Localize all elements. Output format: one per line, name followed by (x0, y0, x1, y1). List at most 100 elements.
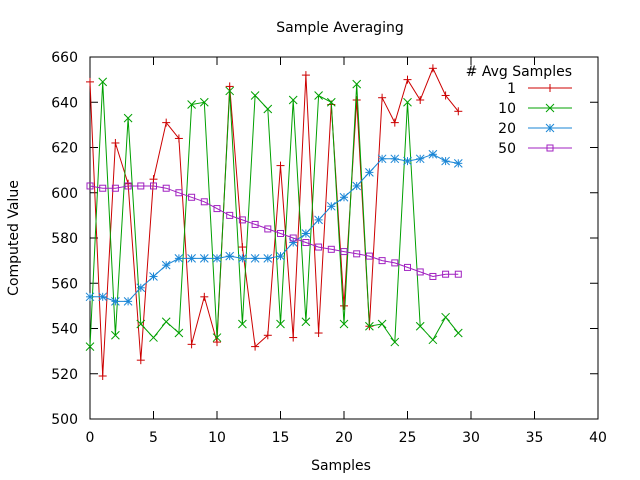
data-point (98, 77, 108, 87)
data-point (377, 154, 387, 164)
data-point (314, 215, 323, 225)
data-point (276, 319, 285, 329)
data-point (187, 254, 196, 263)
data-point (391, 259, 399, 267)
data-point (150, 182, 157, 190)
data-point (315, 243, 323, 251)
data-point (251, 342, 260, 351)
data-point (390, 154, 400, 164)
data-point (301, 229, 311, 238)
legend-marker (546, 84, 554, 92)
x-tick-label: 35 (526, 430, 544, 446)
series-1 (86, 64, 463, 381)
data-point (264, 225, 272, 233)
x-tick-label: 15 (272, 430, 290, 446)
series-layer (85, 64, 463, 381)
data-point (441, 312, 450, 322)
series-line (90, 153, 459, 302)
data-point (161, 317, 171, 327)
data-point (352, 181, 362, 191)
data-point (162, 118, 171, 127)
data-point (199, 97, 209, 107)
data-point (378, 93, 387, 102)
data-point (390, 337, 400, 347)
data-point (301, 71, 310, 80)
data-point (327, 245, 335, 253)
axes: 0 5 10 15 20 25 30 35 40 500 520 540 560 580 600 620 640… (51, 50, 607, 446)
x-tick-label: 20 (335, 430, 353, 446)
data-point (276, 251, 285, 261)
legend-label: 10 (498, 101, 516, 117)
data-point (404, 263, 411, 271)
y-tick-label: 540 (51, 322, 78, 338)
data-point (213, 338, 221, 347)
x-tick-label: 25 (399, 430, 417, 446)
data-point (111, 184, 119, 192)
data-point (111, 138, 120, 147)
data-point (416, 268, 424, 276)
data-point (174, 254, 184, 263)
data-point (352, 95, 361, 104)
x-tick-label: 0 (86, 430, 95, 446)
legend-label: 20 (498, 121, 516, 137)
data-point (174, 134, 183, 143)
data-point (428, 335, 438, 345)
data-point (339, 319, 349, 329)
y-tick-label: 640 (51, 95, 78, 111)
data-point (415, 154, 425, 164)
data-point (111, 296, 120, 306)
y-tick-label: 660 (51, 50, 78, 66)
data-point (187, 340, 196, 349)
y-tick-label: 600 (51, 186, 78, 202)
series-10 (85, 77, 463, 351)
data-point (289, 333, 298, 342)
data-point (123, 296, 133, 306)
data-point (161, 260, 171, 270)
data-point (339, 192, 349, 202)
data-point (353, 250, 361, 258)
data-point (263, 104, 273, 114)
data-point (226, 211, 234, 219)
series-20 (85, 149, 463, 306)
data-point (99, 184, 107, 192)
y-axis-label: Computed Value (6, 180, 22, 296)
data-point (314, 91, 323, 100)
data-point (428, 149, 438, 159)
data-point (453, 158, 463, 168)
data-point (86, 182, 94, 190)
data-point (326, 97, 336, 107)
data-point (403, 156, 412, 166)
data-point (187, 100, 196, 109)
data-point (250, 254, 260, 263)
data-point (429, 272, 437, 280)
data-point (98, 372, 107, 381)
data-point (238, 243, 247, 252)
data-point (403, 75, 412, 84)
data-point (111, 330, 120, 340)
data-point (85, 292, 95, 302)
data-point (149, 333, 158, 342)
x-tick-label: 5 (149, 430, 158, 446)
legend-title: # Avg Samples (466, 64, 572, 80)
data-point (415, 321, 425, 331)
data-point (416, 95, 425, 104)
data-point (85, 342, 95, 351)
data-point (340, 248, 348, 256)
series-line (89, 185, 459, 278)
data-point (340, 301, 348, 310)
data-point (238, 216, 246, 224)
data-point (137, 182, 145, 190)
data-point (200, 292, 209, 301)
data-point (225, 251, 235, 261)
y-tick-label: 520 (51, 367, 78, 383)
y-tick-label: 500 (51, 412, 78, 428)
data-point (378, 257, 386, 265)
data-point (314, 329, 323, 338)
data-point (277, 229, 284, 237)
data-point (174, 328, 184, 338)
legend-marker (545, 103, 555, 113)
data-point (302, 239, 310, 247)
data-point (263, 331, 272, 340)
chart-title: Sample Averaging (276, 20, 403, 36)
series-line (89, 67, 459, 377)
